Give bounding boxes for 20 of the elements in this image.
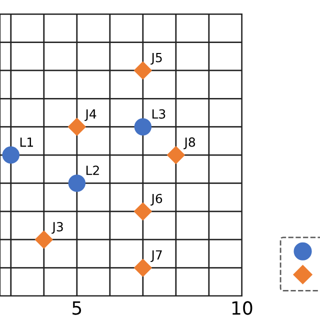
- point: [2, 146, 20, 164]
- point: [34, 230, 53, 249]
- annotation: J8: [184, 137, 196, 150]
- annotation: J4: [84, 109, 96, 122]
- annotation: J7: [150, 250, 162, 262]
- annotation: L1: [20, 138, 33, 147]
- annotation: J6: [150, 194, 162, 206]
- point: [68, 174, 86, 192]
- point: [134, 258, 152, 277]
- annotation: J5: [150, 53, 162, 65]
- x-tick-label: 5: [72, 301, 82, 315]
- point: [167, 146, 185, 164]
- point: [134, 202, 152, 220]
- annotation: J3: [52, 222, 63, 234]
- point: [68, 118, 86, 136]
- point: [134, 118, 152, 136]
- point: [134, 62, 152, 80]
- x-tick-label: 10: [232, 301, 252, 315]
- annotation: L2: [86, 166, 99, 175]
- annotation: L3: [152, 109, 166, 119]
